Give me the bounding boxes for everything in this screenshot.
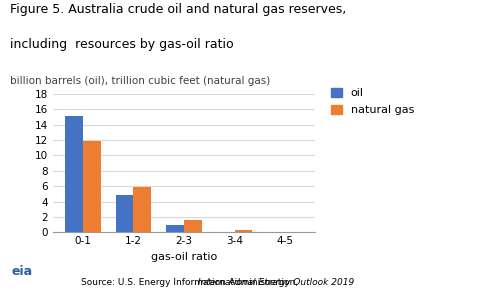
Text: Figure 5. Australia crude oil and natural gas reserves,: Figure 5. Australia crude oil and natura… [10,3,346,16]
Bar [83,141,100,232]
Bar [116,196,133,232]
Text: Source: U.S. Energy Information Administration,: Source: U.S. Energy Information Administ… [81,278,301,287]
Bar [133,187,151,232]
Text: International Energy Outlook 2019: International Energy Outlook 2019 [198,278,355,287]
Legend: oil, natural gas: oil, natural gas [331,88,414,116]
Bar [184,220,202,232]
Text: including  resources by gas-oil ratio: including resources by gas-oil ratio [10,38,233,51]
Bar [235,230,252,232]
Bar [166,225,184,232]
Text: eia: eia [12,265,33,278]
Text: billion barrels (oil), trillion cubic feet (natural gas): billion barrels (oil), trillion cubic fe… [10,76,270,86]
X-axis label: gas-oil ratio: gas-oil ratio [151,252,217,262]
Bar [65,116,83,232]
